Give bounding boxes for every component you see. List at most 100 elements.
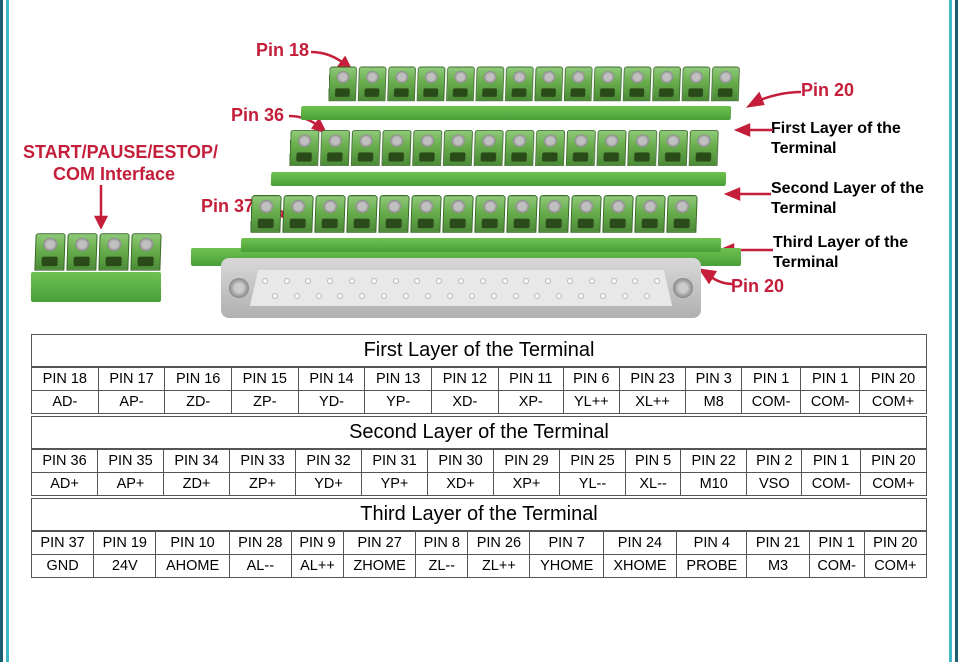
layer1-pin-2: PIN 16 bbox=[165, 368, 232, 391]
layer3-func-8: YHOME bbox=[530, 555, 603, 578]
table-layer1: First Layer of the Terminal PIN 18PIN 17… bbox=[31, 334, 927, 414]
layer1-pin-12: PIN 1 bbox=[801, 368, 860, 391]
arrow-start-pause bbox=[91, 185, 121, 229]
layer3-func-4: AL++ bbox=[291, 555, 343, 578]
layer1-func-10: M8 bbox=[686, 391, 742, 414]
layer2-func-8: YL-- bbox=[560, 473, 626, 496]
label-pin20-bottom: Pin 20 bbox=[731, 276, 784, 297]
layer1-pin-11: PIN 1 bbox=[742, 368, 801, 391]
pinout-tables: First Layer of the Terminal PIN 18PIN 17… bbox=[31, 334, 927, 578]
layer3-pin-8: PIN 7 bbox=[530, 532, 603, 555]
layer2-func-6: XD+ bbox=[428, 473, 494, 496]
layer2-pin-4: PIN 32 bbox=[296, 450, 362, 473]
layer3-pin-1: PIN 19 bbox=[94, 532, 156, 555]
layer1-pin-6: PIN 12 bbox=[432, 368, 499, 391]
layer1-pin-13: PIN 20 bbox=[860, 368, 927, 391]
arrow-layer1 bbox=[733, 120, 773, 140]
layer3-func-7: ZL++ bbox=[468, 555, 530, 578]
layer1-func-11: COM- bbox=[742, 391, 801, 414]
layer1-func-13: COM+ bbox=[860, 391, 927, 414]
layer1-pin-10: PIN 3 bbox=[686, 368, 742, 391]
layer2-func-10: M10 bbox=[681, 473, 747, 496]
small-terminal-block bbox=[31, 224, 161, 306]
layer2-func-5: YP+ bbox=[362, 473, 428, 496]
layer1-func-1: AP- bbox=[98, 391, 165, 414]
arrow-pin20-top bbox=[739, 84, 801, 110]
layer1-pin-5: PIN 13 bbox=[365, 368, 432, 391]
layer2-func-3: ZP+ bbox=[230, 473, 296, 496]
layer3-pin-13: PIN 20 bbox=[864, 532, 926, 555]
label-com-interface: COM Interface bbox=[53, 164, 175, 185]
layer2-pin-8: PIN 25 bbox=[560, 450, 626, 473]
layer3-pin-2: PIN 10 bbox=[156, 532, 229, 555]
label-layer1b: Terminal bbox=[771, 140, 837, 158]
table-layer3: Third Layer of the Terminal PIN 37PIN 19… bbox=[31, 498, 927, 578]
layer3-pin-4: PIN 9 bbox=[291, 532, 343, 555]
layer3-func-5: ZHOME bbox=[343, 555, 415, 578]
layer1-pin-7: PIN 11 bbox=[498, 368, 563, 391]
label-layer1a: First Layer of the bbox=[771, 120, 901, 138]
layer2-pin-7: PIN 29 bbox=[494, 450, 560, 473]
layer3-func-9: XHOME bbox=[603, 555, 676, 578]
layer2-pin-12: PIN 1 bbox=[802, 450, 860, 473]
layer1-func-9: XL++ bbox=[619, 391, 686, 414]
layer3-pin-0: PIN 37 bbox=[32, 532, 94, 555]
diagram-area: START/PAUSE/ESTOP/ COM Interface Pin 18 … bbox=[11, 0, 947, 330]
layer2-pin-9: PIN 5 bbox=[626, 450, 681, 473]
layer3-func-0: GND bbox=[32, 555, 94, 578]
label-start-pause: START/PAUSE/ESTOP/ bbox=[23, 142, 218, 163]
label-pin20-top: Pin 20 bbox=[801, 80, 854, 101]
label-layer3a: Third Layer of the bbox=[773, 234, 908, 252]
table-layer1-title: First Layer of the Terminal bbox=[31, 334, 927, 367]
layer1-func-0: AD- bbox=[32, 391, 99, 414]
layer2-pin-0: PIN 36 bbox=[32, 450, 98, 473]
layer3-func-11: M3 bbox=[747, 555, 809, 578]
layer3-pin-6: PIN 8 bbox=[416, 532, 468, 555]
layer2-func-4: YD+ bbox=[296, 473, 362, 496]
layer1-func-6: XD- bbox=[432, 391, 499, 414]
layer1-func-4: YD- bbox=[298, 391, 365, 414]
layer3-func-6: ZL-- bbox=[416, 555, 468, 578]
layer1-pin-4: PIN 14 bbox=[298, 368, 365, 391]
layer3-func-2: AHOME bbox=[156, 555, 229, 578]
layer1-pin-8: PIN 6 bbox=[563, 368, 619, 391]
layer3-pin-10: PIN 4 bbox=[677, 532, 747, 555]
label-layer2a: Second Layer of the bbox=[771, 180, 924, 198]
table-layer2: Second Layer of the Terminal PIN 36PIN 3… bbox=[31, 416, 927, 496]
layer1-func-12: COM- bbox=[801, 391, 860, 414]
layer3-func-13: COM+ bbox=[864, 555, 926, 578]
layer1-func-2: ZD- bbox=[165, 391, 232, 414]
layer3-pin-3: PIN 28 bbox=[229, 532, 291, 555]
layer1-func-8: YL++ bbox=[563, 391, 619, 414]
layer1-func-3: ZP- bbox=[232, 391, 299, 414]
layer3-pin-5: PIN 27 bbox=[343, 532, 415, 555]
layer3-pin-12: PIN 1 bbox=[809, 532, 864, 555]
layer1-pin-0: PIN 18 bbox=[32, 368, 99, 391]
table-layer3-title: Third Layer of the Terminal bbox=[31, 498, 927, 531]
layer1-func-7: XP- bbox=[498, 391, 563, 414]
layer1-func-5: YP- bbox=[365, 391, 432, 414]
layer3-func-1: 24V bbox=[94, 555, 156, 578]
label-layer3b: Terminal bbox=[773, 254, 839, 272]
layer3-func-10: PROBE bbox=[677, 555, 747, 578]
layer2-pin-5: PIN 31 bbox=[362, 450, 428, 473]
layer3-func-3: AL-- bbox=[229, 555, 291, 578]
layer2-pin-13: PIN 20 bbox=[860, 450, 926, 473]
layer1-pin-1: PIN 17 bbox=[98, 368, 165, 391]
layer2-func-0: AD+ bbox=[32, 473, 98, 496]
layer2-func-13: COM+ bbox=[860, 473, 926, 496]
layer2-pin-10: PIN 22 bbox=[681, 450, 747, 473]
layer2-func-12: COM- bbox=[802, 473, 860, 496]
layer3-pin-7: PIN 26 bbox=[468, 532, 530, 555]
layer3-func-12: COM- bbox=[809, 555, 864, 578]
layer1-pin-3: PIN 15 bbox=[232, 368, 299, 391]
layer2-func-1: AP+ bbox=[98, 473, 164, 496]
layer2-pin-6: PIN 30 bbox=[428, 450, 494, 473]
layer2-pin-1: PIN 35 bbox=[98, 450, 164, 473]
label-layer2b: Terminal bbox=[771, 200, 837, 218]
layer3-pin-9: PIN 24 bbox=[603, 532, 676, 555]
layer2-func-9: XL-- bbox=[626, 473, 681, 496]
layer2-func-2: ZD+ bbox=[164, 473, 230, 496]
layer2-pin-2: PIN 34 bbox=[164, 450, 230, 473]
layer2-func-11: VSO bbox=[747, 473, 802, 496]
